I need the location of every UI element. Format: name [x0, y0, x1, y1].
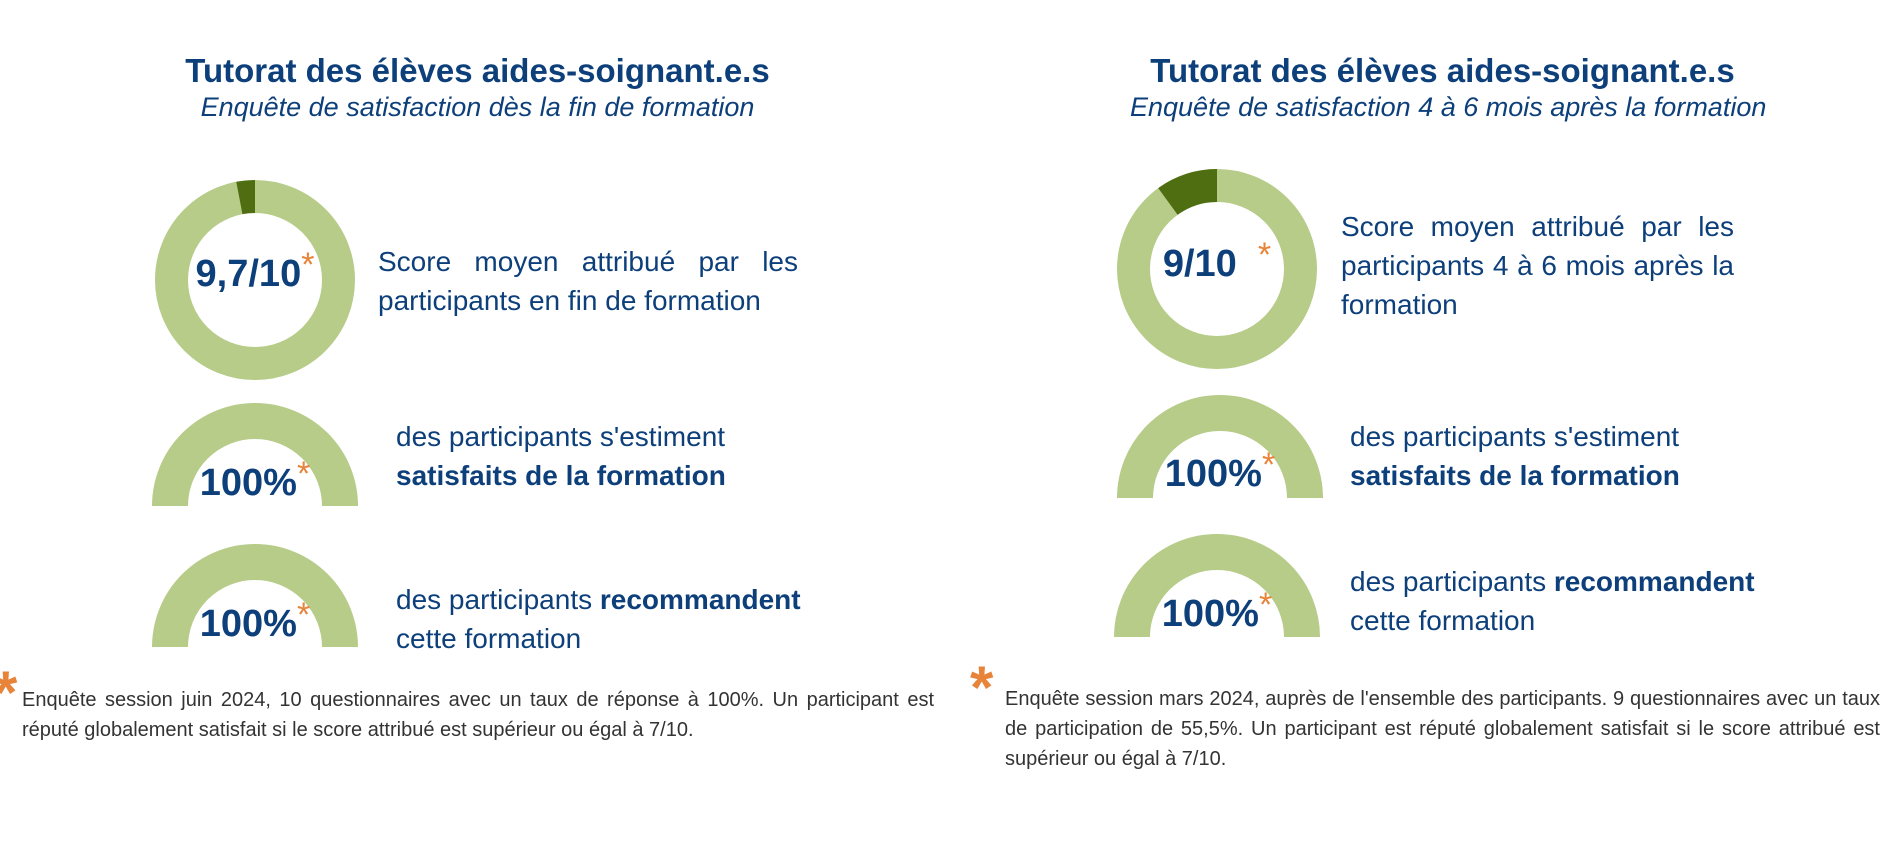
right-recommend-desc-plain2: cette formation: [1350, 605, 1536, 636]
left-score-asterisk: *: [301, 246, 315, 284]
right-footnote-asterisk: *: [970, 654, 994, 721]
right-subtitle: Enquête de satisfaction 4 à 6 mois après…: [1130, 92, 1767, 122]
left-satisfied-description: des participants s'estiment satisfaits d…: [396, 417, 761, 495]
left-recommend-desc-plain: des participants: [396, 584, 593, 615]
right-recommend-desc-bold: recommandent: [1553, 566, 1755, 597]
right-recommend-arc: [1114, 534, 1320, 638]
left-recommend-desc-plain2: cette formation: [396, 623, 582, 654]
right-recommend-value: 100%*: [1114, 586, 1320, 636]
right-footnote: Enquête session mars 2024, auprès de l'e…: [1005, 688, 1880, 770]
right-satisfied-label: 100%: [1164, 453, 1262, 495]
left-satisfied-asterisk: *: [296, 455, 311, 493]
right-title: Tutorat des élèves aides-soignant.e.s: [1150, 52, 1735, 89]
right-score-asterisk: *: [1257, 236, 1272, 274]
right-recommend-desc-plain: des participants: [1350, 566, 1547, 597]
left-subtitle: Enquête de satisfaction dès la fin de fo…: [200, 92, 755, 122]
right-recommend-asterisk: *: [1258, 586, 1273, 624]
left-title: Tutorat des élèves aides-soignant.e.s: [185, 52, 770, 89]
left-satisfied-arc: [152, 403, 358, 507]
left-score-remainder-slice: [236, 180, 256, 215]
left-satisfied-desc-plain: des participants s'estiment: [396, 421, 726, 452]
right-satisfied-gauge: [1117, 395, 1323, 499]
right-score-description: Score moyen attribué par les participant…: [1341, 211, 1734, 320]
left-recommend-asterisk: *: [296, 596, 311, 634]
left-score-donut: [155, 180, 355, 380]
right-score-remainder-slice: [1158, 169, 1218, 216]
right-recommend-description: des participants recommandent cette form…: [1350, 562, 1810, 640]
left-footnote: Enquête session juin 2024, 10 questionna…: [22, 689, 934, 741]
right-satisfied-value: 100%*: [1117, 446, 1323, 496]
right-satisfied-arc: [1117, 395, 1323, 499]
left-recommend-label: 100%: [199, 603, 297, 645]
left-recommend-desc-bold: recommandent: [599, 584, 801, 615]
left-footnote-asterisk: *: [0, 663, 17, 723]
left-satisfied-gauge: [152, 403, 358, 507]
right-satisfied-description: des participants s'estiment satisfaits d…: [1350, 417, 1716, 495]
left-score-description: Score moyen attribué par les participant…: [378, 246, 798, 316]
left-recommend-arc: [152, 544, 358, 648]
left-recommend-value: 100%*: [152, 596, 358, 646]
right-recommend-label: 100%: [1161, 593, 1259, 635]
right-score-donut: [1117, 169, 1317, 369]
right-score-value: 9/10 *: [1117, 236, 1317, 286]
left-satisfied-label: 100%: [199, 462, 297, 504]
left-satisfied-desc-bold: satisfaits de la formation: [396, 460, 726, 491]
right-score-label: 9/10: [1162, 243, 1237, 285]
left-recommend-gauge: [152, 544, 358, 648]
right-recommend-gauge: [1114, 534, 1320, 638]
left-satisfied-value: 100%*: [152, 455, 358, 505]
right-satisfied-desc-bold: satisfaits de la formation: [1350, 460, 1680, 491]
right-satisfied-desc-plain: des participants s'estiment: [1350, 421, 1680, 452]
left-score-label: 9,7/10: [195, 253, 302, 295]
left-recommend-description: des participants recommandent cette form…: [396, 580, 856, 658]
right-satisfied-asterisk: *: [1261, 446, 1276, 484]
left-score-value: 9,7/10*: [155, 246, 355, 296]
